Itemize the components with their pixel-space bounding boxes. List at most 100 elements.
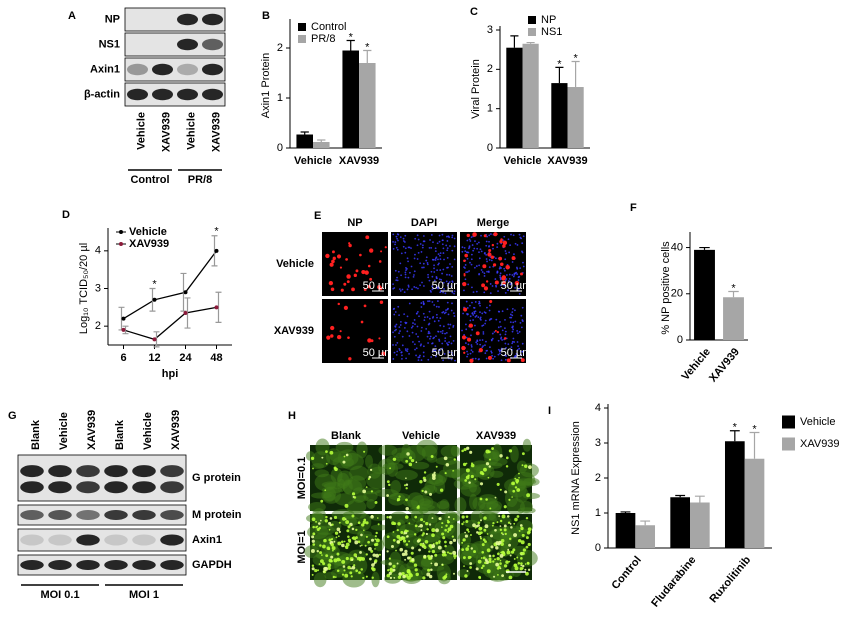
cell xyxy=(355,536,358,540)
cell xyxy=(479,316,482,319)
cell xyxy=(330,325,335,331)
cell xyxy=(501,574,505,578)
legend-swatch xyxy=(782,415,795,429)
marker xyxy=(214,305,219,310)
cell xyxy=(469,240,472,242)
cell xyxy=(399,547,404,552)
cell xyxy=(386,516,389,519)
cell xyxy=(479,519,483,522)
cell xyxy=(404,348,407,350)
cell xyxy=(466,251,468,254)
blot-band xyxy=(160,560,184,570)
cell xyxy=(311,549,315,553)
column-label: Blank xyxy=(331,430,362,442)
cell xyxy=(511,274,514,276)
cell xyxy=(463,273,466,276)
cell xyxy=(511,330,514,333)
bar xyxy=(522,43,539,149)
cell xyxy=(405,498,408,502)
cell xyxy=(478,347,483,353)
legend-swatch xyxy=(528,28,536,36)
cell xyxy=(311,517,316,522)
cell xyxy=(465,300,468,303)
cell xyxy=(510,233,512,236)
cell xyxy=(507,343,510,346)
cell xyxy=(501,329,504,332)
cell xyxy=(481,550,485,554)
error-bar xyxy=(749,431,760,459)
cell xyxy=(431,473,436,478)
y-tick-label: 1 xyxy=(277,92,283,104)
cell xyxy=(386,494,390,497)
cell xyxy=(473,324,476,327)
cell xyxy=(428,310,431,313)
cell xyxy=(521,242,524,245)
cell xyxy=(493,355,496,358)
cell xyxy=(400,531,404,535)
y-axis-label: Log₁₀ TCID₅₀/20 µl xyxy=(78,243,90,334)
cell xyxy=(467,530,470,533)
cell xyxy=(430,270,433,273)
cell xyxy=(470,263,473,266)
cell xyxy=(441,239,444,242)
cell xyxy=(505,252,508,255)
cell xyxy=(431,549,436,554)
cell xyxy=(370,538,375,542)
error-bar xyxy=(728,290,739,298)
cell xyxy=(475,341,478,344)
cell xyxy=(325,515,328,519)
legend-label: NS1 xyxy=(541,26,562,38)
cell xyxy=(392,233,395,236)
blot-band xyxy=(76,481,100,494)
cell xyxy=(404,276,407,279)
haze xyxy=(313,572,327,588)
cell xyxy=(463,289,465,292)
cell xyxy=(311,564,315,567)
cell xyxy=(504,333,507,336)
blot-band xyxy=(160,534,184,546)
cell xyxy=(394,325,397,328)
cell xyxy=(365,235,370,240)
cell xyxy=(472,249,475,252)
cell xyxy=(479,343,482,346)
cell xyxy=(448,341,450,344)
cell xyxy=(395,279,398,282)
cell xyxy=(336,527,341,532)
cell xyxy=(508,575,513,580)
cell xyxy=(428,550,431,553)
blot-row-label: Axin1 xyxy=(192,534,222,546)
cell xyxy=(405,269,407,272)
cell xyxy=(485,357,488,360)
cell xyxy=(444,292,447,295)
bar xyxy=(724,441,745,548)
cell xyxy=(484,558,488,562)
cell xyxy=(396,276,398,279)
bar xyxy=(551,83,568,148)
cell xyxy=(504,318,506,321)
cell xyxy=(491,447,494,450)
cell xyxy=(396,279,399,282)
cell xyxy=(476,343,479,345)
cell xyxy=(448,273,451,276)
cell xyxy=(518,330,521,333)
cell xyxy=(454,359,456,362)
cell xyxy=(463,266,465,268)
cell xyxy=(386,573,391,578)
bar xyxy=(567,87,584,148)
cell xyxy=(488,259,491,261)
cell xyxy=(399,236,402,239)
cell xyxy=(438,351,440,354)
cell xyxy=(444,540,447,544)
cell xyxy=(518,233,521,236)
cell xyxy=(507,521,511,524)
cell xyxy=(323,538,327,543)
cell xyxy=(521,564,525,568)
cell xyxy=(436,242,439,245)
error-bar xyxy=(694,495,705,503)
cell xyxy=(416,234,419,237)
lane-label: Blank xyxy=(30,419,42,450)
blot-band xyxy=(127,63,148,76)
cell xyxy=(468,323,474,328)
cell xyxy=(435,465,438,468)
cell xyxy=(506,515,510,518)
